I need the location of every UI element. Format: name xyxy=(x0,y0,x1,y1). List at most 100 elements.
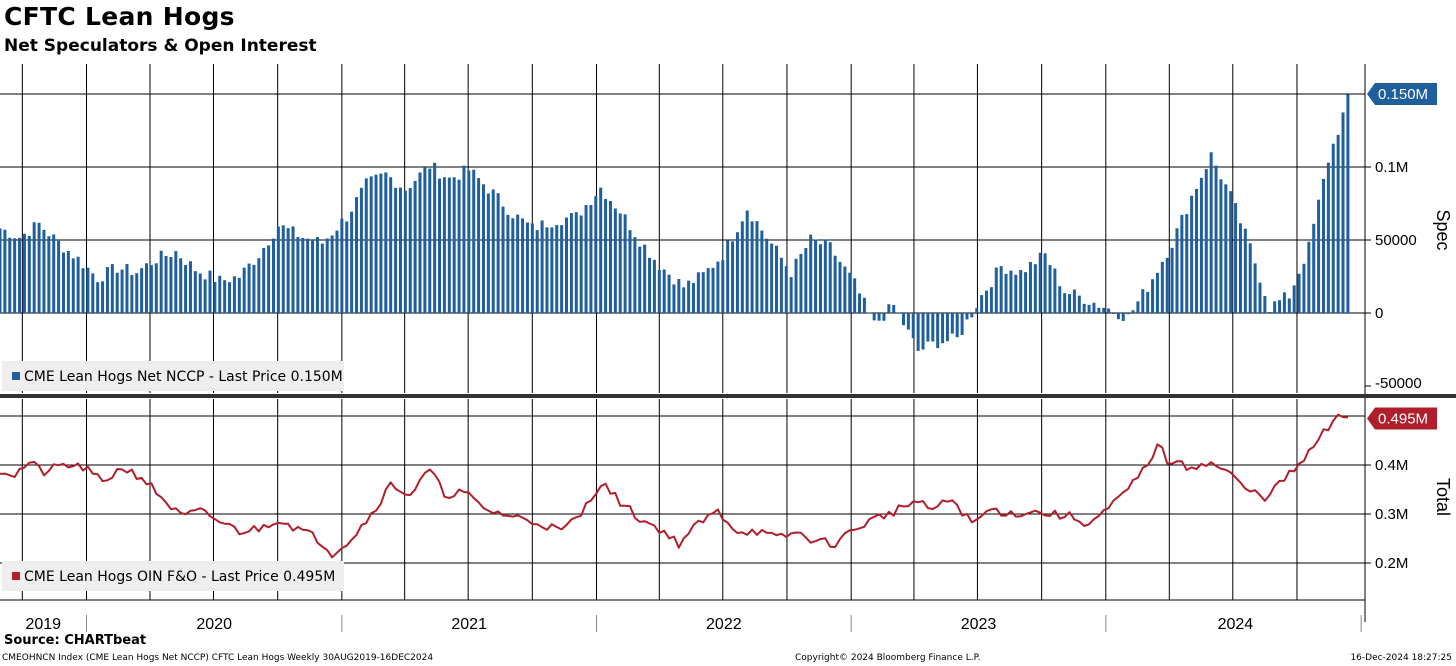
timestamp: 16-Dec-2024 18:27:25 xyxy=(1350,653,1452,663)
spec-bar xyxy=(13,238,17,313)
spec-bar xyxy=(1278,300,1282,313)
spec-bar xyxy=(911,313,915,339)
spec-bar xyxy=(57,240,61,313)
spec-bar xyxy=(1048,265,1052,313)
spec-bar xyxy=(648,257,652,313)
spec-bar xyxy=(574,212,578,313)
spec-bar xyxy=(594,196,598,313)
spec-bar xyxy=(433,162,437,313)
spec-bar xyxy=(682,287,686,313)
spec-bar xyxy=(633,237,637,313)
spec-bar xyxy=(1243,228,1247,313)
year-label-2023: 2023 xyxy=(961,616,997,633)
spec-bar xyxy=(1263,295,1267,313)
spec-bar xyxy=(628,230,632,313)
spec-bar xyxy=(1195,188,1199,313)
spec-bar xyxy=(706,268,710,313)
spec-bar xyxy=(1321,178,1325,313)
spec-bar xyxy=(1312,223,1316,313)
spec-bar xyxy=(174,251,178,313)
spec-bar xyxy=(1224,184,1228,313)
spec-bar xyxy=(941,313,945,344)
index-info: CMEOHNCN Index (CME Lean Hogs Net NCCP) … xyxy=(2,653,434,663)
spec-bar xyxy=(1028,261,1032,313)
spec-bar xyxy=(853,278,857,313)
spec-bar xyxy=(838,261,842,313)
spec-bar xyxy=(296,237,300,313)
spec-bar xyxy=(721,260,725,313)
spec-bar xyxy=(745,210,749,313)
spec-bar xyxy=(760,230,764,313)
spec-bar xyxy=(765,238,769,313)
spec-bar xyxy=(262,247,266,313)
spec-bar xyxy=(604,199,608,313)
spec-last-tag: 0.150M xyxy=(1367,83,1437,105)
spec-bar xyxy=(823,239,827,313)
spec-bar xyxy=(1336,134,1340,313)
spec-bar xyxy=(96,282,100,313)
year-label-2020: 2020 xyxy=(196,616,232,633)
spec-bar xyxy=(980,295,984,313)
spec-bar xyxy=(237,277,241,313)
spec-bar xyxy=(1033,264,1037,313)
spec-bar xyxy=(691,283,695,313)
spec-bar xyxy=(1136,301,1140,313)
spec-bar xyxy=(731,241,735,313)
spec-bar xyxy=(716,261,720,313)
spec-bar xyxy=(1160,261,1164,313)
spec-bar xyxy=(516,214,520,313)
spec-bar xyxy=(1102,307,1106,313)
spec-bar xyxy=(145,263,149,313)
total-last-tag-shape xyxy=(1367,407,1437,430)
spec-bar xyxy=(872,313,876,321)
spec-bar xyxy=(325,238,329,313)
spec-bar xyxy=(472,169,476,313)
spec-bar xyxy=(223,280,227,313)
spec-bar xyxy=(47,236,51,313)
spec-bar xyxy=(32,222,36,313)
spec-bar xyxy=(81,268,85,313)
spec-tick-label: 50000 xyxy=(1375,232,1417,249)
spec-bar xyxy=(945,313,949,342)
spec-bar xyxy=(86,267,90,313)
total-tick-label: 0.2M xyxy=(1375,555,1408,572)
spec-bar xyxy=(799,253,803,313)
spec-bar xyxy=(696,272,700,313)
spec-bar xyxy=(228,282,232,313)
spec-legend-bg xyxy=(2,361,344,391)
spec-bar xyxy=(1038,252,1042,313)
spec-bar xyxy=(1043,253,1047,313)
spec-bar xyxy=(193,271,197,313)
spec-bar xyxy=(149,265,153,313)
spec-bar xyxy=(994,267,998,313)
spec-bar xyxy=(267,245,271,313)
spec-bar xyxy=(125,263,129,313)
spec-bar xyxy=(804,248,808,313)
spec-bar xyxy=(989,287,993,313)
spec-bar xyxy=(306,238,310,313)
spec-bar xyxy=(320,243,324,313)
spec-bar xyxy=(740,221,744,313)
total-last-tag: 0.495M xyxy=(1367,407,1437,430)
spec-bar xyxy=(950,313,954,334)
spec-bar xyxy=(882,313,886,321)
spec-bar xyxy=(389,177,393,313)
spec-bar xyxy=(735,232,739,313)
spec-bar xyxy=(985,290,989,313)
spec-bar xyxy=(1146,291,1150,313)
spec-bar xyxy=(1068,294,1072,313)
total-legend-text: CME Lean Hogs OIN F&O - Last Price 0.495… xyxy=(24,569,335,585)
spec-bar xyxy=(1165,257,1169,313)
spec-bar xyxy=(1111,313,1115,314)
spec-bar xyxy=(687,280,691,313)
spec-bar xyxy=(1346,94,1350,313)
spec-bar xyxy=(672,284,676,313)
spec-bar xyxy=(750,221,754,313)
spec-bar xyxy=(37,222,41,313)
spec-bar xyxy=(1180,214,1184,313)
spec-legend: CME Lean Hogs Net NCCP - Last Price 0.15… xyxy=(2,361,344,391)
spec-last-tag-shape xyxy=(1367,83,1437,105)
spec-bar xyxy=(887,304,891,313)
spec-bar xyxy=(892,304,896,313)
spec-bar xyxy=(438,178,442,313)
